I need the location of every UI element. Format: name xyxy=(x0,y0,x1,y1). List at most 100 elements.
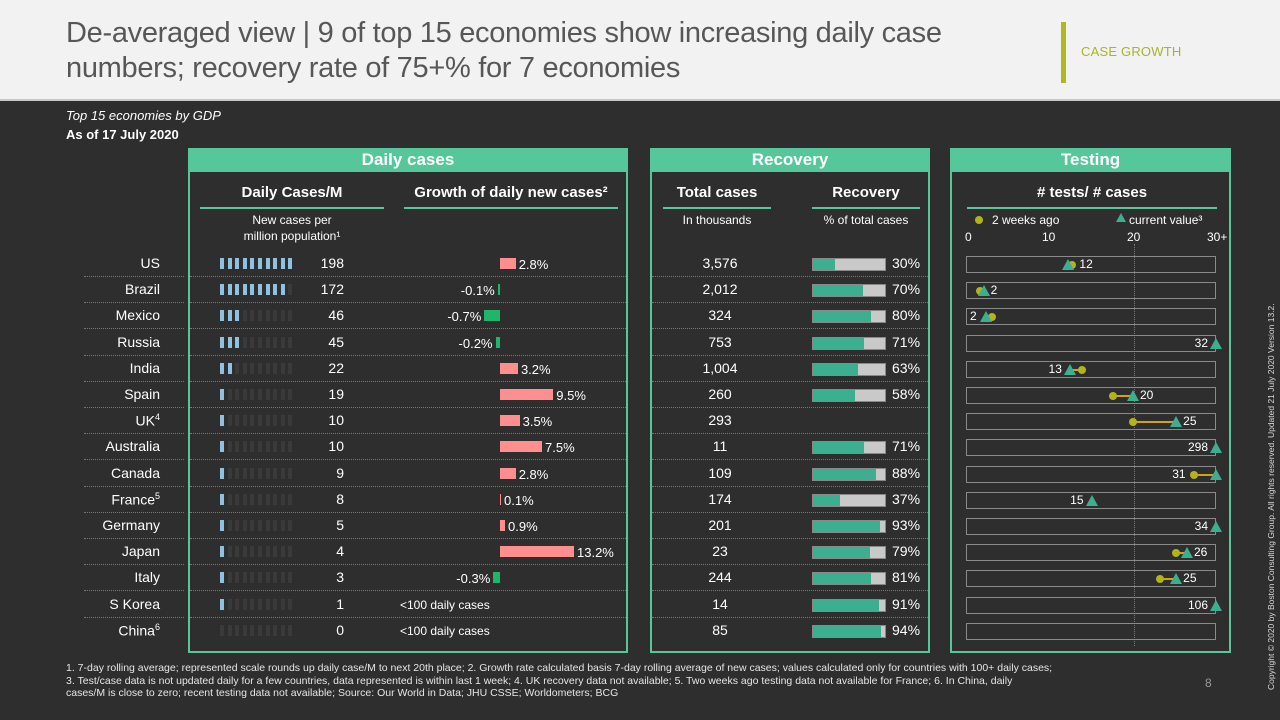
country-label: Spain xyxy=(124,386,160,402)
footnotes: 1. 7-day rolling average; represented sc… xyxy=(66,662,1206,700)
growth-bar xyxy=(493,572,500,584)
daily-scale-segment-empty xyxy=(242,520,247,531)
daily-scale-segment-empty xyxy=(250,362,255,374)
current-value-triangle xyxy=(1210,442,1222,454)
tests-change-line xyxy=(1133,421,1177,424)
growth-bar xyxy=(500,362,518,374)
recovery-bar-fill xyxy=(813,363,859,375)
recovery-bar-fill xyxy=(813,442,865,454)
row-divider xyxy=(652,302,928,304)
total-cases-col-line xyxy=(663,207,771,209)
recovery-bar-fill xyxy=(813,521,880,532)
country-label: US xyxy=(140,255,160,271)
daily-cases-value: 46 xyxy=(328,307,344,324)
daily-scale-segment-filled xyxy=(220,284,224,296)
daily-scale-segment-empty xyxy=(227,493,232,505)
footnote-marker: 4 xyxy=(154,412,160,423)
recovery-col-line xyxy=(812,207,920,209)
daily-scale-segment-filled xyxy=(220,572,224,584)
daily-scale-segment-filled xyxy=(265,258,270,269)
recovery-panel: Recovery xyxy=(650,148,930,653)
daily-scale-segment-empty xyxy=(280,624,285,636)
tests-track xyxy=(966,622,1216,640)
daily-cases-value: 172 xyxy=(320,281,344,298)
daily-scale-segment-filled xyxy=(235,284,240,296)
country-label: S Korea xyxy=(109,595,160,612)
recovery-label: 93% xyxy=(892,517,921,533)
daily-scale-segment-filled xyxy=(220,336,224,348)
row-divider xyxy=(190,302,626,304)
total-cases-value: 293 xyxy=(708,412,732,429)
daily-cases-col-title: Daily Cases/M xyxy=(241,184,343,201)
prev-value-dot xyxy=(976,287,985,296)
daily-scale-segment-empty xyxy=(227,572,232,584)
daily-scale-segment-filled xyxy=(235,258,240,269)
recovery-label: 88% xyxy=(892,464,921,481)
daily-scale-segment-empty xyxy=(250,441,255,453)
daily-scale-segment-empty xyxy=(242,467,247,479)
daily-scale-segment-empty xyxy=(258,310,262,322)
daily-scale-segment-empty xyxy=(265,310,270,322)
recovery-label: 71% xyxy=(892,333,921,350)
recovery-panel-title: Recovery xyxy=(650,148,930,172)
daily-cases-value: 9 xyxy=(336,464,344,481)
recovery-bar-fill xyxy=(813,468,877,480)
recovery-label: 63% xyxy=(892,359,921,376)
recovery-bar xyxy=(812,258,886,271)
growth-label: 0.9% xyxy=(508,519,538,534)
daily-cases-value: 3 xyxy=(336,569,344,586)
daily-scale-segment-filled xyxy=(242,258,247,269)
daily-scale-segment-empty xyxy=(288,520,293,531)
growth-bar xyxy=(500,546,574,558)
recovery-label: 30% xyxy=(892,255,921,271)
recovery-label: 80% xyxy=(892,307,921,324)
country-label: Italy xyxy=(134,569,160,586)
daily-cases-value: 1 xyxy=(336,595,344,612)
tests-value-label: 13 xyxy=(1048,361,1062,376)
daily-cases-value: 4 xyxy=(336,543,344,560)
daily-scale-segment-empty xyxy=(280,493,285,505)
row-divider xyxy=(84,511,184,513)
row-divider xyxy=(652,616,928,618)
row-divider xyxy=(84,459,184,461)
recovery-bar xyxy=(812,310,886,324)
growth-label: 13.2% xyxy=(577,545,614,561)
daily-scale-segment-empty xyxy=(265,493,270,505)
daily-scale-segment-empty xyxy=(235,598,240,610)
growth-bar xyxy=(500,467,516,479)
growth-bar xyxy=(497,284,500,296)
daily-scale-segment-empty xyxy=(288,441,293,453)
daily-scale-segment-empty xyxy=(273,520,278,531)
daily-scale-segment-empty xyxy=(273,310,278,322)
total-cases-col-title: Total cases xyxy=(676,184,758,201)
daily-scale-segment-empty xyxy=(227,624,232,636)
current-value-triangle xyxy=(1210,468,1222,480)
daily-scale-segment-empty xyxy=(250,546,255,558)
row-divider xyxy=(652,328,928,330)
row-divider xyxy=(84,276,184,277)
current-value-triangle xyxy=(1210,521,1222,532)
daily-scale-segment-empty xyxy=(235,572,240,584)
current-value-triangle xyxy=(1085,494,1098,506)
daily-cases-value: 198 xyxy=(320,255,344,271)
recovery-bar xyxy=(812,520,886,533)
tests-track xyxy=(966,491,1216,509)
daily-scale-segment-filled xyxy=(288,258,293,269)
row-divider xyxy=(652,459,928,461)
daily-scale-segment-empty xyxy=(227,598,232,610)
recovery-bar-fill xyxy=(813,259,835,270)
recovery-bar-fill xyxy=(813,625,881,637)
tests-value-label: 2 xyxy=(970,309,977,324)
daily-scale-segment-empty xyxy=(250,310,255,322)
total-cases-value: 1,004 xyxy=(702,359,738,376)
tests-reference-line xyxy=(1134,244,1135,646)
tests-value-label: 15 xyxy=(1070,492,1084,507)
recovery-bar xyxy=(812,598,886,612)
tests-change-line xyxy=(1069,368,1082,371)
total-cases-value: 244 xyxy=(708,569,732,586)
daily-scale-segment-empty xyxy=(288,336,293,348)
total-cases-value: 109 xyxy=(708,464,732,481)
daily-scale-segment-filled xyxy=(227,362,232,374)
daily-scale-segment-empty xyxy=(235,546,240,558)
prev-value-dot xyxy=(1129,418,1137,427)
